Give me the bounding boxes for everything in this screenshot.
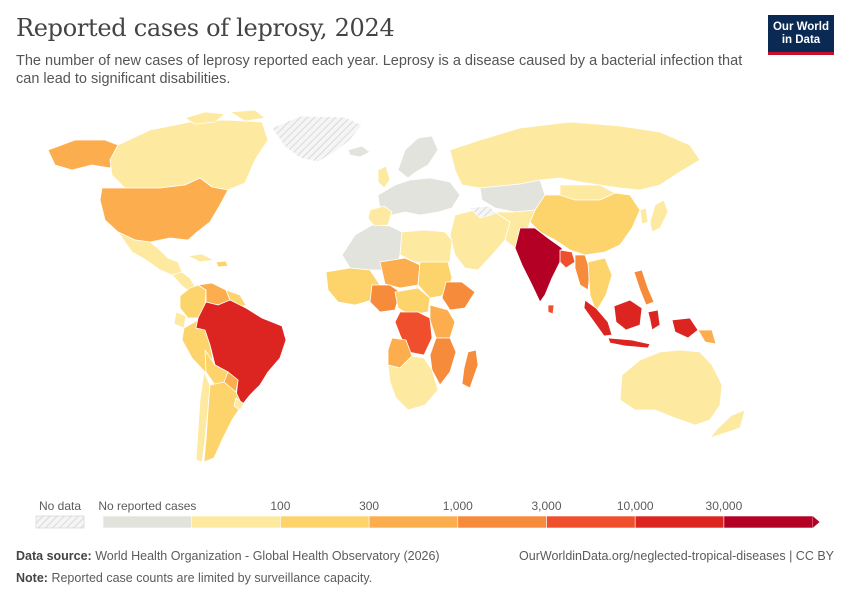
country-madagascar[interactable]: [461, 349, 479, 389]
country-canada-islands[interactable]: [184, 109, 266, 125]
country-united-states[interactable]: [99, 177, 229, 243]
legend-bin-swatch[interactable]: [634, 515, 725, 529]
country-niger-chad[interactable]: [379, 257, 421, 289]
country-uruguay[interactable]: [233, 397, 245, 411]
country-japan[interactable]: [649, 199, 669, 233]
legend-bin-swatch[interactable]: [457, 515, 547, 529]
legend-threshold-label: 300: [359, 499, 379, 513]
legend-threshold-label: 100: [270, 499, 290, 513]
chart-subtitle: The number of new cases of leprosy repor…: [16, 53, 743, 87]
country-greenland[interactable]: [271, 115, 363, 163]
country-canada[interactable]: [109, 119, 269, 191]
country-libya-egypt[interactable]: [399, 229, 453, 266]
legend-threshold-label: 1,000: [443, 499, 473, 513]
country-papua-new-guinea[interactable]: [697, 329, 717, 345]
legend-bin-swatch[interactable]: [191, 515, 281, 529]
country-hispaniola[interactable]: [215, 260, 229, 268]
country-brazil[interactable]: [195, 299, 287, 406]
country-europe[interactable]: [377, 177, 461, 216]
country-korea[interactable]: [639, 207, 649, 225]
country-sri-lanka[interactable]: [547, 304, 555, 315]
country-united-kingdom[interactable]: [377, 165, 391, 189]
country-australia[interactable]: [619, 349, 723, 426]
country-southeast-asia[interactable]: [587, 257, 613, 313]
legend-no-data-label: No data: [39, 499, 81, 513]
country-indonesia-sumatra[interactable]: [583, 299, 613, 337]
source-label: Data source:: [16, 549, 92, 563]
legend-label-no-cases: No reported cases: [98, 499, 196, 513]
country-india[interactable]: [514, 227, 563, 303]
region-no-data-middle-east: [469, 205, 496, 219]
legend-threshold-label: 3,000: [531, 499, 561, 513]
country-russia[interactable]: [449, 121, 701, 191]
country-indonesia-papua[interactable]: [671, 317, 699, 339]
legend-threshold-label: 10,000: [617, 499, 654, 513]
logo-line-1: Our World: [772, 20, 829, 33]
country-ethiopia[interactable]: [441, 281, 476, 311]
legend-bin-swatch[interactable]: [102, 515, 192, 529]
country-nigeria[interactable]: [369, 284, 401, 313]
note-text: Reported case counts are limited by surv…: [51, 571, 373, 585]
country-iceland[interactable]: [347, 145, 371, 158]
country-new-zealand[interactable]: [709, 409, 746, 439]
country-middle-east[interactable]: [449, 209, 511, 271]
legend-threshold-label: 30,000: [706, 499, 743, 513]
world-map: [47, 109, 746, 463]
country-scandinavia[interactable]: [397, 135, 439, 179]
footer-note-row: Note: Reported case counts are limited b…: [16, 571, 834, 585]
legend-no-data-swatch[interactable]: [35, 515, 85, 529]
legend-bin-swatch[interactable]: [280, 515, 370, 529]
legend-arrow-tip: [812, 516, 820, 528]
country-iberia[interactable]: [367, 205, 393, 227]
country-southern-africa[interactable]: [387, 355, 439, 411]
country-indonesia-borneo[interactable]: [613, 299, 643, 331]
country-cuba[interactable]: [187, 253, 215, 263]
legend-bin-swatch[interactable]: [368, 515, 459, 529]
owid-logo[interactable]: Our World in Data: [768, 15, 834, 55]
country-argentina[interactable]: [203, 381, 243, 463]
country-mexico[interactable]: [117, 231, 183, 276]
country-china[interactable]: [529, 192, 641, 256]
source-text[interactable]: World Health Organization - Global Healt…: [95, 549, 440, 563]
footer-source-row: Data source: World Health Organization -…: [16, 549, 834, 563]
legend-bin-swatch[interactable]: [723, 515, 813, 529]
country-alaska[interactable]: [47, 139, 119, 171]
country-philippines[interactable]: [633, 269, 655, 306]
country-central-africa[interactable]: [394, 287, 431, 316]
note-label: Note:: [16, 571, 48, 585]
country-myanmar[interactable]: [574, 254, 591, 291]
country-indonesia-java[interactable]: [607, 337, 651, 349]
logo-line-2: in Data: [781, 33, 821, 46]
legend-bin-swatch[interactable]: [546, 515, 636, 529]
country-indonesia-sulawesi[interactable]: [647, 309, 661, 331]
country-dr-congo[interactable]: [394, 311, 433, 356]
country-mozambique[interactable]: [429, 337, 457, 386]
country-ecuador[interactable]: [173, 311, 187, 329]
legend: No data No reported cases 100 300 1,000 3,000…: [35, 499, 820, 529]
chart-title: Reported cases of leprosy, 2024: [16, 14, 395, 42]
source-url[interactable]: OurWorldinData.org/neglected-tropical-di…: [519, 549, 834, 563]
country-nepal-bangladesh[interactable]: [559, 249, 576, 269]
